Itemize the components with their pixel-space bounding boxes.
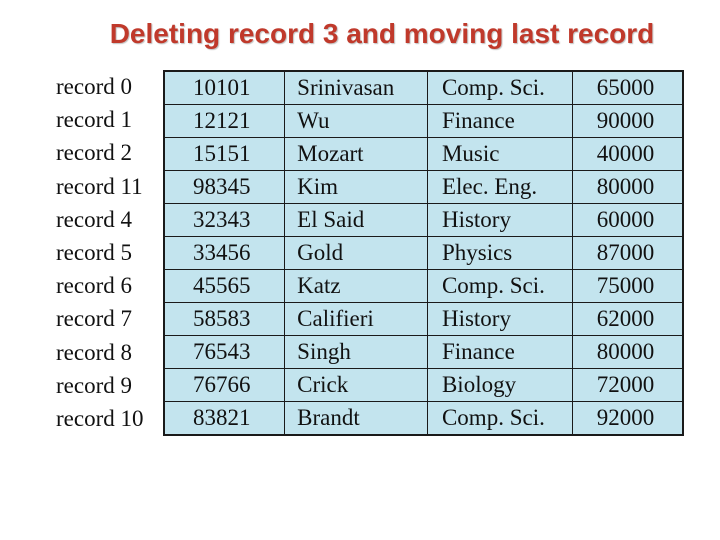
- dept-cell: Finance: [426, 336, 572, 368]
- table-row: 58583 Califieri History 62000: [165, 302, 682, 335]
- salary-cell: 62000: [571, 303, 682, 335]
- name-cell: Katz: [284, 270, 427, 302]
- table-row: 83821 Brandt Comp. Sci. 92000: [165, 401, 682, 434]
- table-row: 76543 Singh Finance 80000: [165, 335, 682, 368]
- id-cell: 15151: [193, 141, 251, 166]
- id-cell: 12121: [193, 108, 251, 133]
- salary-cell: 60000: [571, 204, 682, 236]
- salary-cell: 90000: [571, 105, 682, 137]
- id-cell: 58583: [193, 306, 251, 331]
- name-cell: Crick: [284, 369, 427, 401]
- name-cell: Singh: [284, 336, 427, 368]
- dept-cell: Biology: [426, 369, 572, 401]
- record-label: record 7: [56, 306, 132, 332]
- record-label: record 0: [56, 74, 132, 99]
- id-cell: 76543: [193, 339, 251, 364]
- name-cell: Gold: [284, 237, 427, 269]
- record-label: record 8: [56, 339, 132, 365]
- table-row: 32343 El Said History 60000: [165, 203, 682, 236]
- id-cell: 45565: [193, 273, 251, 298]
- name-cell: Mozart: [284, 138, 427, 170]
- name-cell: El Said: [284, 204, 427, 236]
- instructor-file-table: 10101 Srinivasan Comp. Sci. 65000 12121 …: [163, 70, 684, 436]
- record-label: record 4: [56, 206, 132, 232]
- dept-cell: History: [426, 303, 572, 335]
- id-cell: 98345: [193, 174, 251, 199]
- dept-cell: Comp. Sci.: [426, 402, 572, 434]
- record-label: record 11: [56, 173, 143, 199]
- dept-cell: Comp. Sci.: [426, 72, 572, 104]
- table-row: 10101 Srinivasan Comp. Sci. 65000: [165, 72, 682, 104]
- salary-cell: 92000: [571, 402, 682, 434]
- record-labels: record 0 record 1 record 2 record 11 rec…: [56, 70, 144, 435]
- table-row: 12121 Wu Finance 90000: [165, 104, 682, 137]
- record-label: record 6: [56, 273, 132, 299]
- name-cell: Srinivasan: [284, 72, 427, 104]
- dept-cell: Comp. Sci.: [426, 270, 572, 302]
- table-row: 15151 Mozart Music 40000: [165, 137, 682, 170]
- id-cell: 32343: [193, 207, 251, 232]
- id-cell: 33456: [193, 240, 251, 265]
- dept-cell: History: [426, 204, 572, 236]
- salary-cell: 40000: [571, 138, 682, 170]
- salary-cell: 80000: [571, 336, 682, 368]
- record-label: record 2: [56, 140, 132, 166]
- salary-cell: 87000: [571, 237, 682, 269]
- id-cell: 10101: [193, 75, 251, 100]
- dept-cell: Finance: [426, 105, 572, 137]
- record-label: record 9: [56, 372, 132, 398]
- id-cell: 83821: [193, 405, 251, 430]
- name-cell: Califieri: [284, 303, 427, 335]
- name-cell: Kim: [284, 171, 427, 203]
- slide-title: Deleting record 3 and moving last record: [109, 18, 655, 49]
- salary-cell: 80000: [571, 171, 682, 203]
- table-row: 33456 Gold Physics 87000: [165, 236, 682, 269]
- salary-cell: 65000: [571, 72, 682, 104]
- salary-cell: 72000: [571, 369, 682, 401]
- record-label: record 10: [56, 405, 144, 431]
- name-cell: Wu: [284, 105, 427, 137]
- dept-cell: Physics: [426, 237, 572, 269]
- table-row: 76766 Crick Biology 72000: [165, 368, 682, 401]
- table-row: 98345 Kim Elec. Eng. 80000: [165, 170, 682, 203]
- name-cell: Brandt: [284, 402, 427, 434]
- salary-cell: 75000: [571, 270, 682, 302]
- record-label: record 5: [56, 239, 132, 265]
- dept-cell: Music: [426, 138, 572, 170]
- id-cell: 76766: [193, 372, 251, 397]
- table-row: 45565 Katz Comp. Sci. 75000: [165, 269, 682, 302]
- record-label: record 1: [56, 107, 132, 133]
- dept-cell: Elec. Eng.: [426, 171, 572, 203]
